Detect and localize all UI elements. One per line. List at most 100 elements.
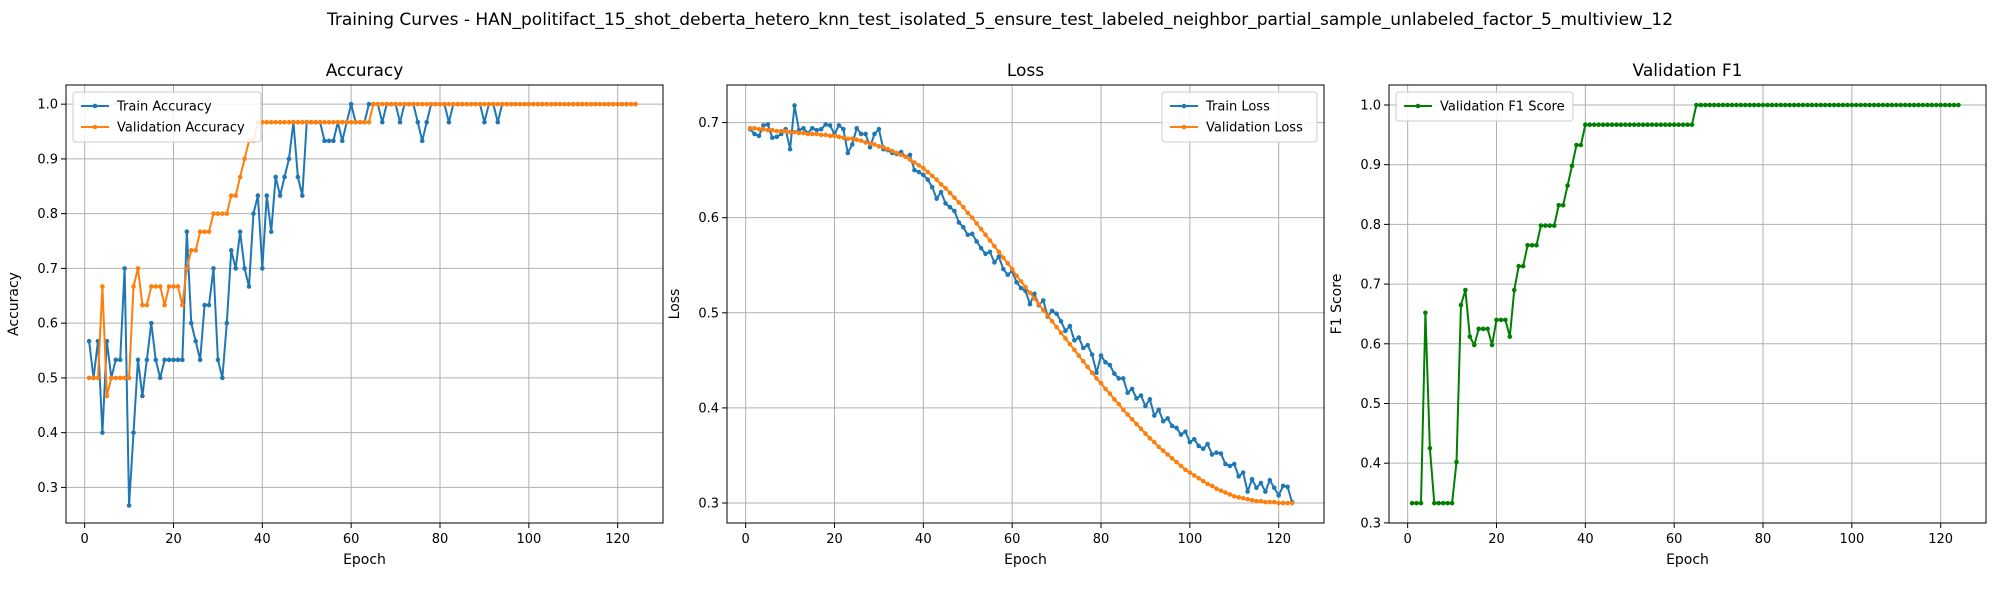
data-point	[1183, 467, 1188, 473]
data-point	[1107, 362, 1113, 368]
data-point	[1103, 386, 1108, 392]
data-point	[1200, 478, 1206, 484]
data-point	[464, 101, 469, 107]
data-point	[978, 226, 984, 232]
data-point	[934, 177, 939, 182]
data-point	[437, 101, 443, 107]
data-point	[1778, 102, 1784, 108]
data-point	[1849, 102, 1855, 108]
data-point	[961, 204, 966, 210]
data-point	[1058, 330, 1064, 336]
data-point	[122, 375, 127, 381]
data-point	[486, 101, 492, 107]
data-point	[934, 196, 939, 201]
y-tick-label: 0.8	[37, 207, 58, 222]
data-point	[1543, 223, 1548, 228]
data-point	[104, 393, 110, 399]
data-point	[446, 101, 452, 107]
data-point	[1774, 102, 1779, 108]
data-point	[1605, 122, 1610, 127]
data-point	[224, 211, 230, 216]
data-point	[1103, 359, 1108, 365]
data-point	[233, 266, 238, 271]
x-tick-label: 80	[432, 532, 449, 547]
y-tick-label: 1.0	[37, 98, 58, 113]
data-point	[313, 119, 318, 125]
data-point	[1845, 102, 1850, 108]
data-point	[1787, 102, 1792, 108]
data-point	[228, 193, 234, 198]
x-tick-label: 60	[1666, 532, 1683, 547]
data-point	[1578, 142, 1584, 148]
data-point	[237, 174, 243, 180]
data-point	[1152, 439, 1157, 445]
data-point	[881, 145, 886, 150]
data-point	[1734, 102, 1739, 108]
data-point	[1747, 102, 1752, 108]
data-point	[912, 167, 917, 173]
data-point	[1738, 102, 1744, 108]
plot-frame	[1388, 84, 1987, 524]
data-point	[344, 119, 350, 125]
data-point	[1858, 102, 1864, 108]
data-point	[548, 101, 554, 107]
data-point	[415, 119, 421, 125]
data-point	[1009, 266, 1015, 272]
x-tick-label: 100	[516, 532, 541, 547]
data-point	[912, 160, 917, 165]
data-point	[1032, 291, 1037, 297]
data-point	[113, 375, 119, 381]
data-point	[889, 148, 895, 154]
x-tick-label: 20	[826, 532, 843, 547]
data-point	[1782, 102, 1788, 108]
data-point	[765, 127, 771, 133]
x-tick-label: 40	[1577, 532, 1594, 547]
data-point	[371, 101, 376, 107]
data-point	[1014, 273, 1019, 279]
data-point	[1662, 122, 1668, 127]
data-point	[366, 119, 372, 125]
data-point	[1032, 296, 1037, 301]
data-point	[1818, 102, 1824, 108]
data-point	[1094, 370, 1099, 376]
data-point	[286, 119, 292, 125]
data-point	[1503, 317, 1508, 323]
data-point	[1027, 301, 1033, 307]
data-point	[1916, 102, 1921, 108]
data-point	[1063, 328, 1068, 334]
data-point	[1076, 335, 1082, 340]
data-point	[1196, 476, 1202, 481]
data-point	[539, 101, 545, 107]
data-point	[1862, 102, 1868, 108]
data-point	[1236, 474, 1242, 479]
data-point	[929, 173, 935, 179]
data-point	[814, 127, 820, 133]
data-point	[1214, 450, 1219, 455]
data-point	[1520, 263, 1526, 269]
data-point	[1205, 481, 1210, 487]
data-point	[362, 119, 367, 125]
data-point	[606, 101, 612, 107]
data-point	[774, 128, 780, 134]
data-point	[849, 142, 855, 147]
data-point	[1538, 223, 1544, 228]
data-point	[251, 211, 256, 216]
series-line	[88, 103, 636, 507]
data-point	[1809, 102, 1815, 108]
data-point	[1556, 202, 1561, 208]
data-point	[1271, 499, 1277, 505]
data-point	[322, 138, 327, 144]
data-point	[206, 229, 212, 235]
y-tick-label: 0.9	[1360, 158, 1381, 173]
data-point	[1476, 326, 1482, 332]
data-point	[264, 119, 270, 125]
data-point	[1258, 480, 1264, 486]
data-point	[610, 101, 616, 107]
data-point	[304, 119, 310, 125]
data-point	[1005, 261, 1011, 266]
data-point	[117, 357, 123, 363]
data-point	[903, 154, 908, 160]
data-point	[1165, 416, 1170, 421]
data-point	[242, 266, 247, 271]
data-point	[849, 136, 855, 142]
